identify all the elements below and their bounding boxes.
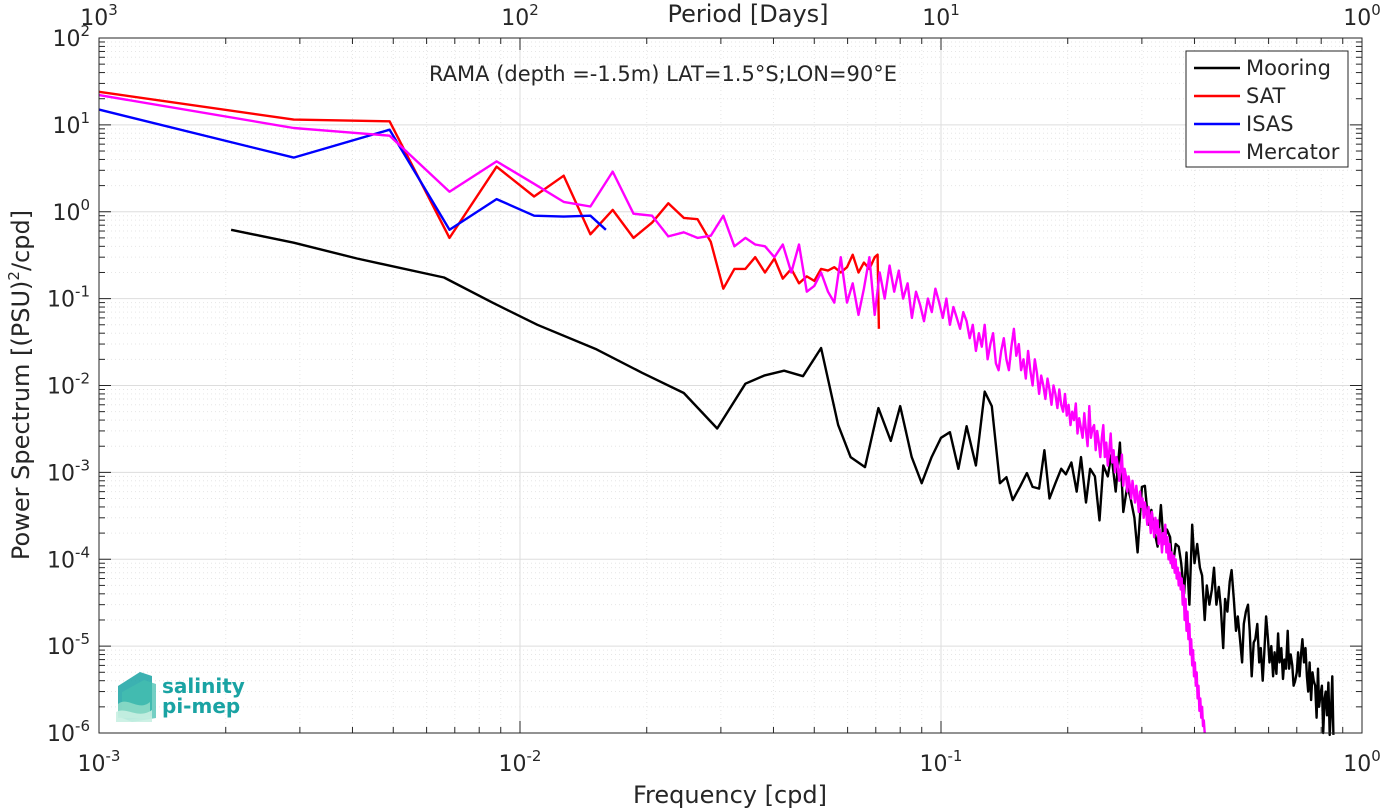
y-tick-label: 10-1 <box>47 283 90 313</box>
y-axis-label-tail: /cpd] <box>7 210 35 271</box>
y-tick-label: 101 <box>52 109 90 139</box>
x-axis-label: Frequency [cpd] <box>633 781 827 809</box>
legend-box <box>1185 50 1349 168</box>
legend-label-sat: SAT <box>1246 84 1285 108</box>
y-tick-label: 100 <box>52 196 90 226</box>
series-line-mooring <box>230 228 1335 737</box>
y-axis-label: Power Spectrum [(PSU)2/cpd] <box>5 210 35 560</box>
chart-title: RAMA (depth =-1.5m) LAT=1.5°S;LON=90°E <box>429 62 897 86</box>
y-tick-label: 10-6 <box>47 717 90 747</box>
grid-major <box>98 37 1363 734</box>
y-tick-label: 102 <box>52 22 90 52</box>
x2-tick-label: 103 <box>80 1 118 31</box>
axis-ticks <box>98 37 1363 734</box>
y-axis-label-main: Power Spectrum [(PSU) <box>7 281 35 560</box>
x-tick-label: 10-2 <box>499 747 542 777</box>
x-tick-label: 100 <box>1343 747 1381 777</box>
y-axis-label-sup: 2 <box>5 271 23 281</box>
series-line-mercator <box>98 93 1206 734</box>
series-line-isas <box>98 108 607 231</box>
x2-tick-label: 102 <box>501 1 539 31</box>
y-tick-label: 10-5 <box>47 630 90 660</box>
grid-minor <box>99 38 1362 733</box>
x-tick-label: 10-3 <box>78 747 121 777</box>
x2-tick-label: 100 <box>1343 1 1381 31</box>
legend-label-mercator: Mercator <box>1246 140 1340 164</box>
salinity-pi-mep-logo: salinity pi-mep <box>116 672 245 722</box>
y-tick-label: 10-3 <box>47 456 90 486</box>
series-line-sat <box>98 90 881 329</box>
legend-label-isas: ISAS <box>1246 112 1294 136</box>
x2-axis-label: Period [Days] <box>667 0 828 28</box>
logo-text-line2: pi-mep <box>162 694 240 718</box>
logo-text-line1: salinity <box>162 674 245 698</box>
x-tick-label: 10-1 <box>920 747 963 777</box>
legend-label-mooring: Mooring <box>1246 56 1331 80</box>
y-tick-label: 10-4 <box>47 543 90 573</box>
logo-wave-mark <box>116 672 156 722</box>
y-tick-label: 10-2 <box>47 370 90 400</box>
legend: Mooring SAT ISAS Mercator <box>1185 50 1349 168</box>
x2-tick-label: 101 <box>922 1 960 31</box>
series-layer <box>98 90 1335 737</box>
